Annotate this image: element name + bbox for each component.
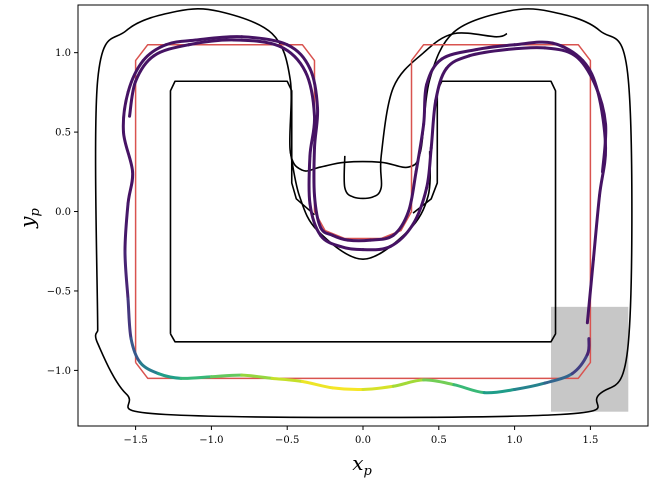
trajectory-segment: [601, 122, 608, 174]
start-region: [550, 306, 629, 412]
trajectory-segment: [134, 54, 156, 83]
y-tick-label: 0.0: [55, 207, 71, 218]
trajectory-segment: [434, 67, 448, 102]
trajectory-segment: [164, 38, 198, 47]
trajectory-segment: [319, 225, 335, 237]
trajectory-segment: [312, 106, 320, 150]
trajectory-segment: [278, 44, 307, 74]
trajectory-segment: [550, 41, 585, 63]
trajectory-segment: [388, 222, 415, 248]
trajectory-segment: [361, 244, 392, 252]
trajectory-segment: [232, 38, 282, 48]
trajectory-segment: [156, 372, 183, 380]
track-outer-u-boundary: [289, 150, 431, 260]
trajectory-segment: [406, 170, 418, 214]
track-inner-u-boundary: [343, 32, 508, 200]
trajectory-segment: [425, 146, 433, 190]
y-tick-label: −1.0: [47, 366, 71, 377]
x-tick-label: 0.5: [431, 435, 447, 446]
trajectory-segment: [573, 54, 597, 86]
x-axis-label: xp: [352, 451, 372, 479]
x-tick-label: −1.5: [123, 435, 147, 446]
trajectory-segment: [312, 146, 316, 198]
trajectory-segment: [331, 386, 365, 392]
trajectory-segment: [585, 337, 591, 357]
x-tick-label: 1.0: [507, 435, 523, 446]
trajectory-segment: [308, 114, 317, 158]
y-axis: 1.0 0.5 0.0 −0.5 −1.0: [47, 48, 78, 377]
trajectory-segment: [121, 90, 130, 134]
trajectory-segment: [591, 194, 601, 261]
trajectory-segment: [179, 375, 213, 380]
x-tick-label: 1.5: [582, 435, 598, 446]
plot-area: [94, 7, 633, 419]
x-axis: −1.5 −1.0 −0.5 0.0 0.5 1.0 1.5: [123, 426, 598, 446]
trajectory-segment: [475, 43, 517, 51]
trajectory-segment: [300, 380, 335, 390]
trajectory-segment: [129, 337, 142, 364]
trajectory-segment: [361, 384, 395, 391]
trajectory-segment: [126, 297, 133, 341]
track-inner-boundary-left: [169, 80, 316, 334]
y-tick-label: 1.0: [55, 48, 71, 59]
trajectory-segment: [391, 378, 426, 388]
x-tick-label: −1.0: [199, 435, 223, 446]
trajectory-segment: [543, 372, 574, 385]
trajectory-segment: [505, 46, 547, 51]
trajectory-segment: [585, 257, 595, 325]
trajectory-segment: [369, 233, 395, 242]
trajectory-segment: [346, 238, 373, 243]
trajectory-segment: [425, 57, 444, 86]
trajectory-segment: [467, 47, 509, 58]
trajectory-series-0: [121, 35, 608, 395]
trajectory-segment: [285, 43, 312, 71]
trajectory-segment: [126, 170, 135, 206]
trajectory-segment: [440, 47, 479, 61]
trajectory-segment: [141, 43, 168, 63]
reference-path: [134, 43, 592, 380]
trajectory-segment: [187, 38, 236, 47]
trajectory-segment: [138, 360, 160, 376]
trajectory-segment: [312, 194, 323, 229]
trajectory-segment: [270, 376, 304, 384]
trajectory-segment: [123, 202, 130, 253]
trajectory-segment: [452, 383, 486, 395]
trajectory-segment: [391, 210, 410, 237]
trajectory-segment: [422, 378, 456, 387]
trajectory-segment: [240, 35, 289, 47]
trajectory-segment: [303, 70, 316, 118]
track-inner-boundary-right: [169, 80, 557, 343]
trajectory-segment: [570, 353, 589, 376]
trajectory-segment: [411, 186, 429, 226]
y-tick-label: 0.5: [55, 128, 71, 139]
x-tick-label: −0.5: [275, 435, 299, 446]
trajectory-segment: [126, 59, 145, 94]
trajectory-segment: [482, 387, 517, 395]
trajectory-segment: [128, 79, 138, 118]
trajectory-segment: [513, 381, 547, 391]
trajectory-segment: [414, 122, 426, 174]
trajectory-segment: [240, 373, 274, 380]
trajectory-segment: [308, 67, 320, 110]
trajectory-segment: [422, 82, 429, 126]
trajectory-segment: [307, 154, 312, 206]
trajectory-segment: [152, 43, 191, 58]
trajectory-segment: [308, 202, 323, 237]
trajectory-segment: [593, 82, 608, 126]
trajectory-segment: [338, 244, 365, 252]
trajectory-segment: [121, 130, 135, 174]
trajectory-segment: [543, 46, 577, 58]
trajectory-segment: [123, 249, 130, 301]
trajectory-segment: [513, 40, 554, 47]
trajectory-series-1: [128, 38, 608, 252]
y-axis-label: yp: [15, 208, 43, 229]
trajectory-segment: [429, 98, 438, 150]
trajectory-segment: [444, 54, 471, 71]
x-tick-label: 0.0: [355, 435, 371, 446]
trajectory-segment: [319, 233, 342, 248]
trajectory-segment: [209, 373, 244, 379]
trajectory-segment: [194, 35, 244, 42]
y-tick-label: −0.5: [47, 286, 71, 297]
